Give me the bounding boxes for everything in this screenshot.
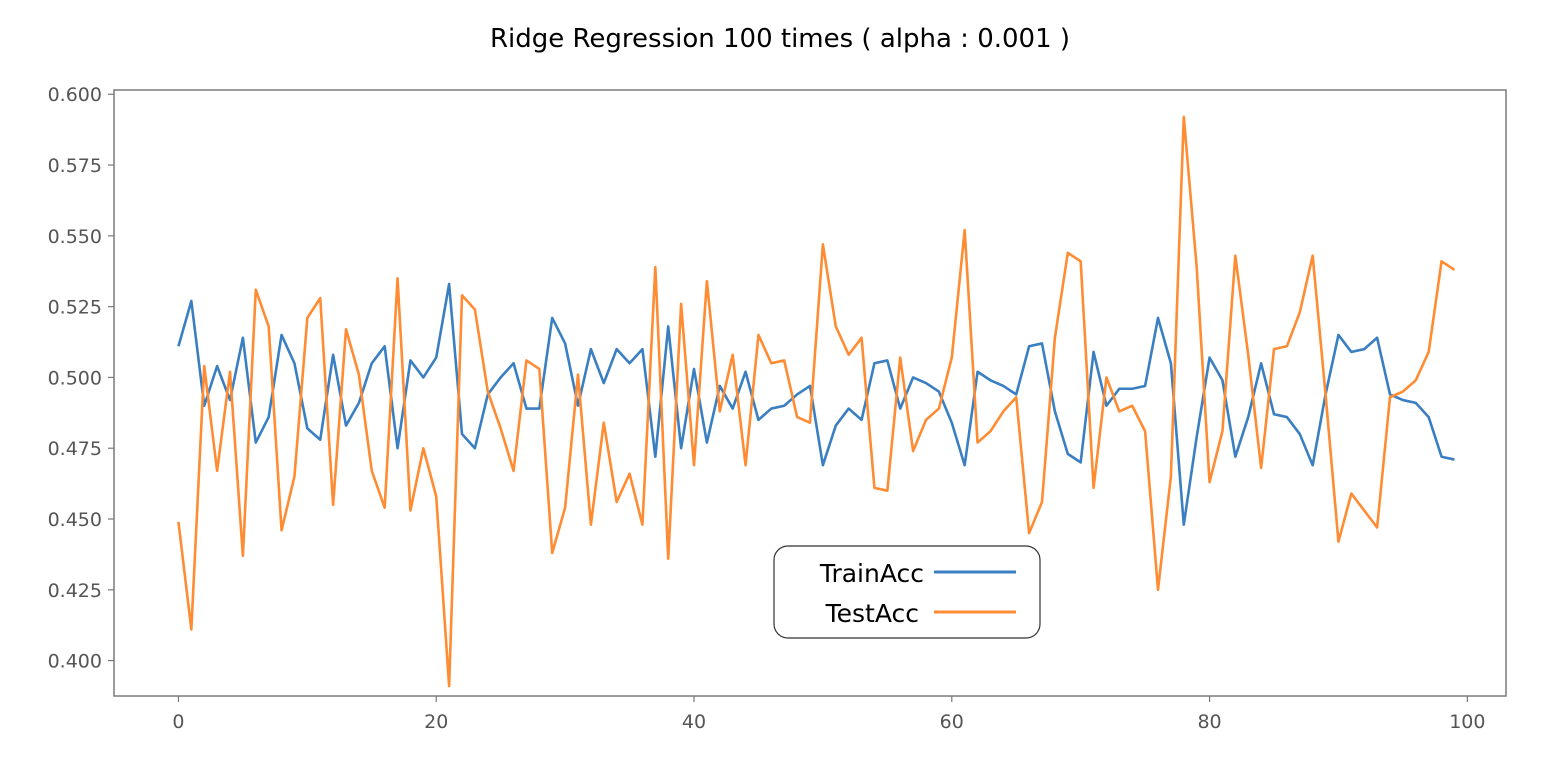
x-tick-label: 60 — [940, 711, 964, 733]
x-tick-label: 20 — [424, 711, 448, 733]
chart-title: Ridge Regression 100 times ( alpha : 0.0… — [489, 24, 1071, 54]
x-tick-label: 100 — [1449, 711, 1485, 733]
y-axis: 0.400 0.425 0.450 0.475 0.500 0.525 0.550 0.575… — [48, 84, 114, 673]
y-tick-label: 0.425 — [48, 580, 102, 602]
y-tick-label: 0.500 — [48, 367, 102, 389]
y-tick-label: 0.525 — [48, 297, 102, 319]
legend: TrainAcc TestAcc — [773, 545, 1041, 639]
y-tick-label: 0.400 — [48, 651, 102, 673]
legend-label-trainacc: TrainAcc — [819, 559, 924, 588]
x-tick-label: 40 — [682, 711, 706, 733]
x-tick-label: 0 — [172, 711, 184, 733]
y-tick-label: 0.450 — [48, 509, 102, 531]
y-tick-label: 0.575 — [48, 155, 102, 177]
legend-label-testacc: TestAcc — [825, 599, 919, 628]
y-tick-label: 0.600 — [48, 84, 102, 106]
y-tick-label: 0.550 — [48, 226, 102, 248]
x-axis: 0 20 40 60 80 100 — [172, 696, 1485, 733]
legend-box — [773, 545, 1041, 639]
series-line-testacc — [177, 115, 1456, 688]
y-tick-label: 0.475 — [48, 438, 102, 460]
x-tick-label: 80 — [1197, 711, 1221, 733]
series-layer — [177, 115, 1456, 688]
